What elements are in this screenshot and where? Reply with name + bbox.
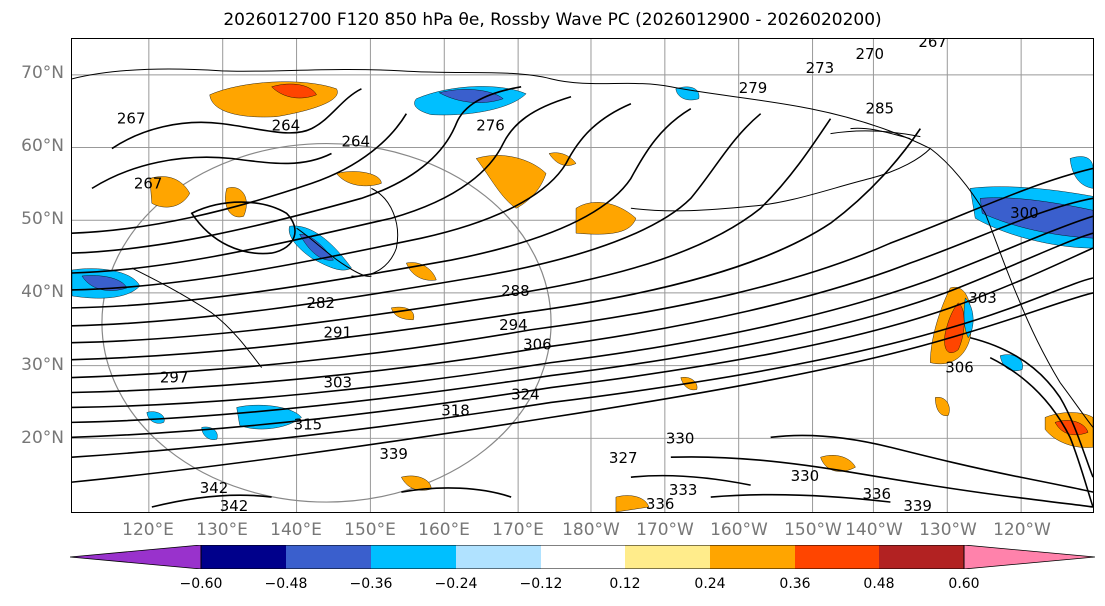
contour-label: 267 bbox=[134, 174, 163, 192]
lat-label-40n: 40°N bbox=[21, 282, 64, 302]
contour-label: 279 bbox=[739, 79, 768, 97]
contour-label: 330 bbox=[791, 467, 820, 485]
lon-label-160e: 160°E bbox=[418, 520, 470, 540]
contour-label: 270 bbox=[855, 45, 884, 63]
colorbar-segment bbox=[286, 545, 371, 569]
contour-label: 300 bbox=[1010, 204, 1039, 222]
contour-label: 288 bbox=[501, 282, 530, 300]
colorbar-tick: 0.48 bbox=[863, 576, 895, 592]
lon-label-150w: 150°W bbox=[784, 520, 842, 540]
contour-label: 342 bbox=[220, 497, 249, 513]
colorbar-tick: 0.12 bbox=[609, 576, 641, 592]
lon-label-180w: 180°W bbox=[562, 520, 620, 540]
colorbar-tick: 0.24 bbox=[694, 576, 726, 592]
colorbar-segment bbox=[371, 545, 456, 569]
contour-label: 285 bbox=[865, 100, 894, 118]
lat-label-50n: 50°N bbox=[21, 209, 64, 229]
coastlines bbox=[72, 68, 1093, 428]
contour-label: 276 bbox=[476, 117, 505, 135]
lat-label-20n: 20°N bbox=[21, 428, 64, 448]
colorbar-segment bbox=[795, 545, 879, 569]
contour-label: 339 bbox=[903, 497, 932, 513]
map-gridlines bbox=[72, 39, 1093, 512]
contour-label: 339 bbox=[379, 445, 408, 463]
colorbar-segment bbox=[541, 545, 625, 569]
colorbar-tick: 0.60 bbox=[948, 576, 980, 592]
colorbar-segment bbox=[456, 545, 541, 569]
contour-label: 315 bbox=[294, 415, 323, 433]
contour-label-group: 267 270 273 279 285 264 276 267 264 267 … bbox=[117, 38, 1039, 513]
colorbar bbox=[70, 545, 1095, 569]
figure-title: 2026012700 F120 850 hPa θe, Rossby Wave … bbox=[223, 10, 882, 30]
lat-label-30n: 30°N bbox=[21, 355, 64, 375]
colorbar-segment bbox=[710, 545, 795, 569]
contour-label: 294 bbox=[499, 316, 528, 334]
contour-label: 336 bbox=[862, 485, 891, 503]
contour-label: 273 bbox=[806, 59, 835, 77]
colorbar-segment bbox=[625, 545, 710, 569]
lon-label-160w: 160°W bbox=[710, 520, 768, 540]
colorbar-segment bbox=[879, 545, 964, 569]
lon-label-130w: 130°W bbox=[919, 520, 977, 540]
contour-label: 306 bbox=[945, 359, 974, 377]
contour-label: 267 bbox=[117, 110, 146, 128]
region-circle bbox=[101, 142, 552, 503]
contour-label: 306 bbox=[523, 336, 552, 354]
lon-label-120e: 120°E bbox=[122, 520, 174, 540]
contour-label: 333 bbox=[669, 481, 698, 499]
colorbar-tick: −0.60 bbox=[179, 576, 223, 592]
contour-label: 303 bbox=[968, 289, 997, 307]
theta-e-contours bbox=[72, 86, 1093, 508]
lat-label-60n: 60°N bbox=[21, 136, 64, 156]
contour-label: 291 bbox=[324, 324, 353, 342]
contour-label: 303 bbox=[324, 374, 353, 392]
lon-label-130e: 130°E bbox=[196, 520, 248, 540]
contour-label: 282 bbox=[307, 294, 336, 312]
colorbar-tick: −0.36 bbox=[349, 576, 393, 592]
lon-label-170e: 170°E bbox=[492, 520, 544, 540]
contour-label: 327 bbox=[609, 449, 638, 467]
colorbar-tick: −0.12 bbox=[519, 576, 563, 592]
contour-label: 342 bbox=[200, 479, 229, 497]
contour-label: 297 bbox=[160, 369, 189, 387]
lon-label-140e: 140°E bbox=[270, 520, 322, 540]
contour-label: 318 bbox=[441, 401, 470, 419]
lon-label-140w: 140°W bbox=[845, 520, 903, 540]
contour-label: 264 bbox=[272, 117, 301, 135]
contour-label: 267 bbox=[918, 38, 947, 51]
contour-label: 336 bbox=[646, 495, 675, 513]
contour-label: 264 bbox=[341, 133, 370, 151]
colorbar-segment bbox=[201, 545, 286, 569]
colorbar-tick: 0.36 bbox=[779, 576, 811, 592]
map-panel: 267 270 273 279 285 264 276 267 264 267 … bbox=[71, 38, 1094, 513]
lon-label-150e: 150°E bbox=[344, 520, 396, 540]
contour-label: 330 bbox=[666, 429, 695, 447]
lon-label-120w: 120°W bbox=[993, 520, 1051, 540]
lat-label-70n: 70°N bbox=[21, 63, 64, 83]
colorbar-segment bbox=[70, 545, 202, 569]
colorbar-tick: −0.24 bbox=[434, 576, 478, 592]
colorbar-tick: −0.48 bbox=[264, 576, 308, 592]
colorbar-segment bbox=[963, 545, 1095, 569]
contour-label: 324 bbox=[511, 385, 540, 403]
lon-label-170w: 170°W bbox=[636, 520, 694, 540]
